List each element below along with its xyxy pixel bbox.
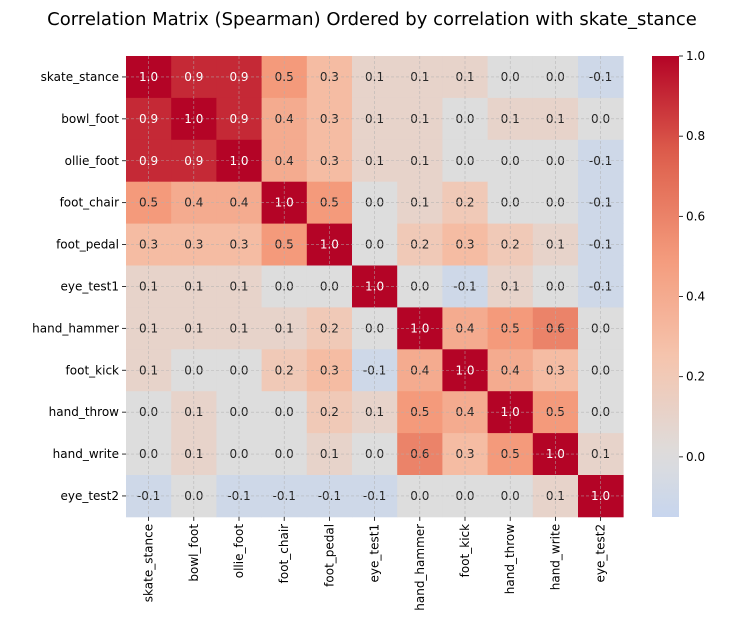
- y-tick-label: foot_pedal: [56, 238, 119, 252]
- cell-value-label: 0.0: [410, 489, 429, 503]
- y-tick-label: hand_hammer: [32, 321, 119, 335]
- cell-value-label: 0.3: [546, 363, 565, 377]
- cell-value-label: 0.2: [410, 238, 429, 252]
- x-tick-label: foot_kick: [458, 524, 472, 577]
- cell-value-label: -0.1: [589, 238, 612, 252]
- cell-value-label: 0.0: [501, 489, 520, 503]
- cell-value-label: 0.0: [591, 363, 610, 377]
- x-tick-label: skate_stance: [142, 524, 156, 602]
- colorbar-tick-label: 0.0: [686, 450, 705, 464]
- cell-value-label: 0.0: [275, 447, 294, 461]
- heatmap-grid: [126, 56, 624, 517]
- cell-value-label: 0.2: [501, 238, 520, 252]
- x-tick-label: bowl_foot: [187, 524, 201, 582]
- cell-value-label: 0.0: [455, 489, 474, 503]
- cell-value-label: 0.0: [546, 154, 565, 168]
- cell-value-label: 0.3: [455, 238, 474, 252]
- chart-title: Correlation Matrix (Spearman) Ordered by…: [47, 9, 697, 30]
- x-tick-label: ollie_foot: [232, 524, 246, 579]
- x-tick-label: foot_chair: [277, 524, 291, 584]
- cell-value-label: 0.1: [546, 489, 565, 503]
- cell-value-label: 0.4: [275, 154, 294, 168]
- y-tick-label: bowl_foot: [61, 112, 119, 126]
- colorbar: 1.0 0.8 0.6 0.4 0.2 0.0: [652, 49, 705, 517]
- cell-value-label: -0.1: [318, 489, 341, 503]
- cell-value-label: 0.3: [320, 154, 339, 168]
- y-tick-label: foot_chair: [60, 196, 120, 210]
- cell-value-label: 0.1: [546, 238, 565, 252]
- y-tick-label: hand_throw: [49, 405, 120, 419]
- y-tick-label: ollie_foot: [65, 154, 120, 168]
- column-labels: skate_stance bowl_foot ollie_foot foot_chai…: [142, 516, 608, 611]
- x-tick-label: hand_hammer: [413, 524, 427, 611]
- colorbar-tick-label: 0.2: [686, 370, 705, 384]
- cell-value-label: -0.1: [363, 363, 386, 377]
- y-tick-label: skate_stance: [41, 70, 119, 84]
- y-tick-label: eye_test1: [60, 279, 119, 293]
- cell-value-label: 1.0: [591, 489, 610, 503]
- cell-value-label: 0.1: [410, 154, 429, 168]
- colorbar-tick-label: 0.4: [686, 290, 705, 304]
- cell-value-label: 1.0: [320, 238, 339, 252]
- cell-value-label: 0.0: [365, 447, 384, 461]
- cell-value-label: 0.1: [591, 447, 610, 461]
- cell-value-label: 0.3: [455, 447, 474, 461]
- cell-value-label: 0.1: [365, 154, 384, 168]
- cell-value-label: 0.0: [501, 154, 520, 168]
- y-tick-label: eye_test2: [60, 489, 119, 503]
- colorbar-tick-label: 1.0: [686, 49, 705, 63]
- colorbar-tick-label: 0.6: [686, 209, 705, 223]
- cell-value-label: 0.0: [455, 154, 474, 168]
- cell-value-label: 0.4: [501, 363, 520, 377]
- cell-value-label: 0.2: [275, 363, 294, 377]
- x-tick-label: hand_write: [548, 524, 562, 590]
- cell-value-label: 0.1: [320, 447, 339, 461]
- x-tick-label: foot_pedal: [322, 524, 336, 587]
- y-tick-label: hand_write: [53, 447, 119, 461]
- cell-value-label: 0.6: [410, 447, 429, 461]
- y-tick-label: foot_kick: [66, 363, 119, 377]
- cell-value-label: 0.5: [275, 238, 294, 252]
- cell-value-label: 0.4: [410, 363, 429, 377]
- cell-value-label: 0.5: [501, 447, 520, 461]
- cell-value-label: 1.0: [455, 363, 474, 377]
- cell-value-label: -0.1: [589, 154, 612, 168]
- cell-value-label: 1.0: [546, 447, 565, 461]
- colorbar-tick-label: 0.8: [686, 129, 705, 143]
- cell-value-label: 0.0: [365, 238, 384, 252]
- x-tick-label: eye_test2: [594, 524, 608, 583]
- cell-value-label: -0.1: [272, 489, 295, 503]
- x-tick-label: hand_throw: [503, 524, 517, 595]
- cell-value-label: -0.1: [363, 489, 386, 503]
- row-labels: skate_stance bowl_foot ollie_foot foot_chai…: [32, 70, 126, 503]
- x-tick-label: eye_test1: [368, 524, 382, 583]
- colorbar-gradient: [652, 56, 679, 517]
- cell-value-label: 0.3: [320, 363, 339, 377]
